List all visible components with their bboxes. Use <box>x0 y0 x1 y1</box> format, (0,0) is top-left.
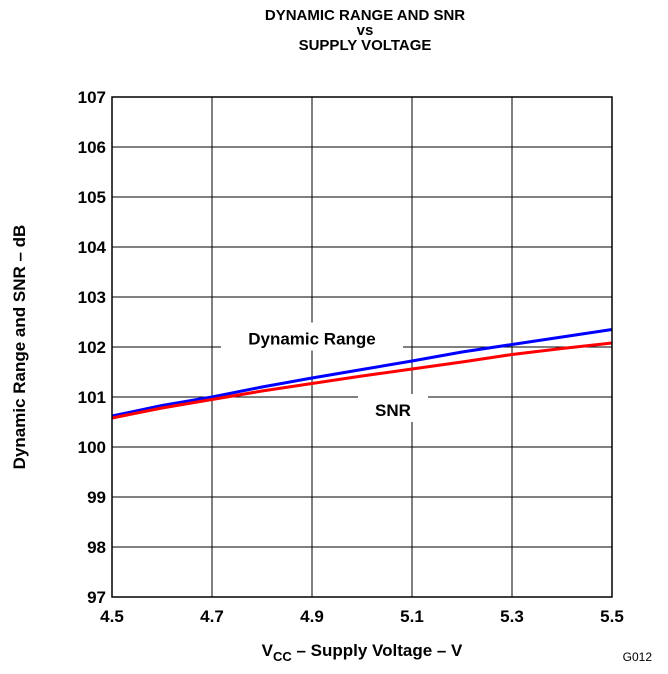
x-tick-label: 4.7 <box>200 607 224 626</box>
y-tick-label: 107 <box>78 88 106 107</box>
annotations: Dynamic Range SNR <box>221 322 428 422</box>
y-tick-label: 99 <box>87 488 106 507</box>
chart-title-vs: vs <box>356 22 374 39</box>
y-tick-label: 103 <box>78 288 106 307</box>
x-tick-label: 5.5 <box>600 607 624 626</box>
x-tick-label: 4.9 <box>300 607 324 626</box>
x-tick-labels: 4.5 4.7 4.9 5.1 5.3 5.5 <box>100 607 624 626</box>
y-tick-label: 101 <box>78 388 106 407</box>
series-line-snr <box>111 341 613 420</box>
series-line-dynamic-range <box>111 328 613 418</box>
x-axis-label-subscript: CC <box>273 649 292 664</box>
series-lines <box>111 328 613 420</box>
y-tick-labels: 97 98 99 100 101 102 103 104 105 106 107 <box>78 88 107 607</box>
annotation-background <box>358 394 428 422</box>
x-axis-label: VCC – Supply Voltage – V <box>262 641 463 664</box>
figure-id: G012 <box>622 650 652 664</box>
x-tick-label: 5.1 <box>400 607 424 626</box>
chart-subtitle: SUPPLY VOLTAGE <box>298 37 432 54</box>
annotation-label: Dynamic Range <box>248 330 376 349</box>
y-tick-label: 97 <box>87 588 106 607</box>
y-tick-label: 100 <box>78 438 106 457</box>
y-tick-label: 106 <box>78 138 106 157</box>
x-tick-label: 5.3 <box>500 607 524 626</box>
y-tick-label: 104 <box>78 238 107 257</box>
x-axis-label-rest: – Supply Voltage – V <box>292 641 463 660</box>
y-tick-label: 105 <box>78 188 106 207</box>
annotation-background <box>221 322 403 351</box>
y-axis-label: Dynamic Range and SNR – dB <box>10 225 29 470</box>
chart-title: DYNAMIC RANGE AND SNR <box>264 7 466 24</box>
y-tick-label: 102 <box>78 338 106 357</box>
x-axis-label-v: V <box>262 641 274 660</box>
x-tick-label: 4.5 <box>100 607 124 626</box>
annotation-label: SNR <box>375 401 411 420</box>
plot-frame <box>111 96 613 598</box>
y-tick-label: 98 <box>87 538 106 557</box>
